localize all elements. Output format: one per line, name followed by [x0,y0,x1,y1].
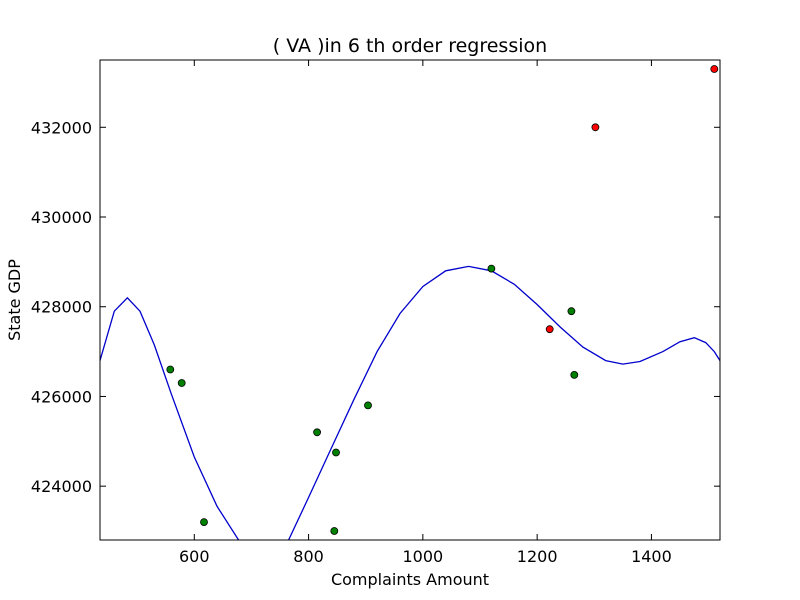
data-point [200,518,208,526]
regression-curve [100,265,720,540]
data-point [364,401,372,410]
y-tick-label: 428000 [31,298,92,317]
y-axis: 424000 426000 428000 430000 432000 [31,118,720,496]
y-axis-title: State GDP [5,259,24,341]
x-tick-label: 600 [179,547,210,566]
data-point [545,325,554,334]
x-axis: 600 800 1000 1200 1400 [179,60,672,566]
x-tick-label: 1000 [402,547,443,566]
plot-content [100,65,720,540]
data-point [570,370,579,379]
x-tick-label: 1200 [517,547,558,566]
data-point [166,365,175,374]
x-tick-label: 1400 [631,547,672,566]
data-point [567,307,576,316]
data-point [591,123,600,132]
y-tick-label: 426000 [31,387,92,406]
data-point [330,527,339,535]
data-point [710,65,719,73]
y-tick-label: 432000 [31,118,92,137]
data-point [487,264,496,273]
y-tick-label: 430000 [31,208,92,227]
x-tick-label: 800 [293,547,324,566]
data-point [313,428,322,437]
x-axis-title: Complaints Amount [331,570,489,589]
y-tick-label: 424000 [31,477,92,496]
data-point [177,379,186,387]
plot-frame [99,59,721,541]
chart-title: ( VA )in 6 th order regression [273,35,547,57]
data-point [332,448,340,457]
